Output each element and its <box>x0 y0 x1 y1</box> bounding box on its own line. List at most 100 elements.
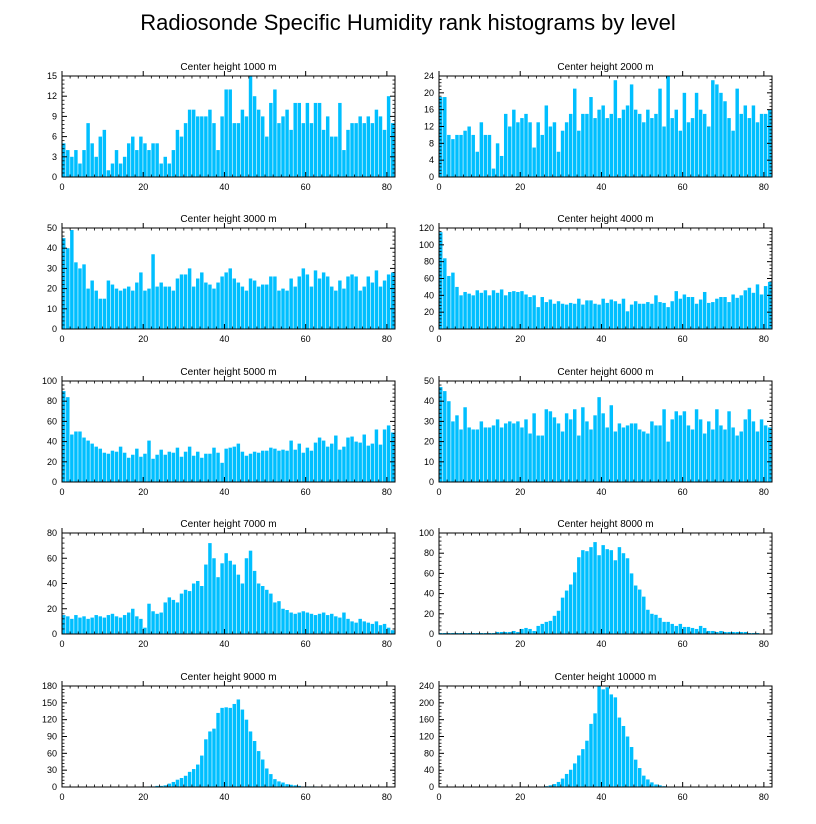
bar <box>573 409 577 482</box>
bar <box>98 298 103 329</box>
bar <box>487 632 492 634</box>
bar <box>609 550 614 634</box>
panel-title: Center height 10000 m <box>555 672 657 683</box>
bar <box>269 593 273 634</box>
bar <box>629 423 634 482</box>
bar <box>118 446 123 482</box>
bar <box>163 286 167 329</box>
bar <box>179 778 184 787</box>
y-tick-label: 60 <box>47 553 57 563</box>
bar <box>106 615 111 634</box>
bar <box>755 632 760 634</box>
bar <box>686 626 691 634</box>
bar <box>86 288 90 329</box>
bar-series <box>147 699 318 787</box>
bar <box>374 621 379 635</box>
bar <box>196 278 200 329</box>
bar <box>330 136 334 177</box>
bar <box>305 102 310 177</box>
bar <box>289 784 293 787</box>
y-tick-label: 60 <box>47 416 57 426</box>
bar <box>334 435 338 482</box>
y-tick-label: 0 <box>52 629 57 639</box>
y-tick-label: 120 <box>419 223 434 233</box>
bar <box>228 447 232 482</box>
bar <box>208 453 212 482</box>
bar <box>204 282 208 329</box>
bar <box>338 280 342 329</box>
bar <box>118 290 123 329</box>
bar <box>179 456 184 482</box>
plot-frame <box>438 380 773 483</box>
bar <box>346 618 350 634</box>
bar <box>70 156 74 177</box>
bar <box>62 615 66 634</box>
bar <box>114 150 119 177</box>
y-tick-label: 0 <box>52 782 57 792</box>
bar <box>723 297 727 329</box>
bar <box>621 553 626 634</box>
y-tick-label: 60 <box>47 748 57 758</box>
x-tick-label: 60 <box>678 182 688 192</box>
bar <box>82 616 86 634</box>
bar <box>277 290 281 329</box>
bar <box>248 550 253 634</box>
bar <box>191 109 196 177</box>
bar <box>711 80 715 177</box>
bar <box>451 139 455 178</box>
bar <box>260 759 265 787</box>
bar <box>240 451 245 482</box>
bar <box>650 421 654 482</box>
histogram-panel: Center height 2000 m 0 20 40 60 80 0 4 8 12 16 20 24 <box>424 62 773 192</box>
y-tick-label: 12 <box>47 91 57 101</box>
bar <box>90 280 94 329</box>
y-tick-label: 15 <box>47 71 57 81</box>
bar <box>362 434 366 482</box>
bar <box>747 632 752 634</box>
bar <box>483 427 488 482</box>
bar <box>228 89 232 177</box>
y-tick-label: 0 <box>429 324 434 334</box>
bar <box>755 122 760 177</box>
bar <box>244 116 249 177</box>
bar <box>370 123 375 177</box>
bar <box>597 686 601 787</box>
y-tick-label: 40 <box>47 243 57 253</box>
bar <box>110 613 115 634</box>
bar <box>646 779 650 787</box>
bar <box>585 421 589 482</box>
y-tick-label: 30 <box>47 263 57 273</box>
bar-series <box>439 232 772 330</box>
bar <box>346 276 350 329</box>
bar <box>212 288 216 329</box>
bar <box>597 304 601 329</box>
bar <box>670 301 674 329</box>
bar <box>151 143 155 177</box>
bar <box>552 122 557 177</box>
bar <box>605 118 609 177</box>
bar <box>552 615 557 634</box>
panel-title: Center height 3000 m <box>180 214 276 225</box>
y-tick-label: 24 <box>424 71 434 81</box>
bar <box>637 429 642 482</box>
bar <box>110 450 115 482</box>
bar <box>118 163 123 177</box>
bar <box>459 134 463 177</box>
bar <box>252 96 257 177</box>
bar <box>739 431 743 482</box>
bar <box>244 290 249 329</box>
y-tick-label: 90 <box>47 732 57 742</box>
bar <box>224 89 228 177</box>
bar <box>487 134 492 177</box>
x-tick-label: 40 <box>596 639 606 649</box>
bar <box>386 425 391 482</box>
bar <box>483 290 488 329</box>
bar <box>240 583 245 634</box>
y-tick-label: 50 <box>424 376 434 386</box>
bar <box>751 421 756 482</box>
bar <box>370 443 375 482</box>
y-tick-label: 30 <box>47 765 57 775</box>
bar <box>520 118 524 177</box>
y-tick-label: 6 <box>52 132 57 142</box>
bar <box>508 631 512 634</box>
